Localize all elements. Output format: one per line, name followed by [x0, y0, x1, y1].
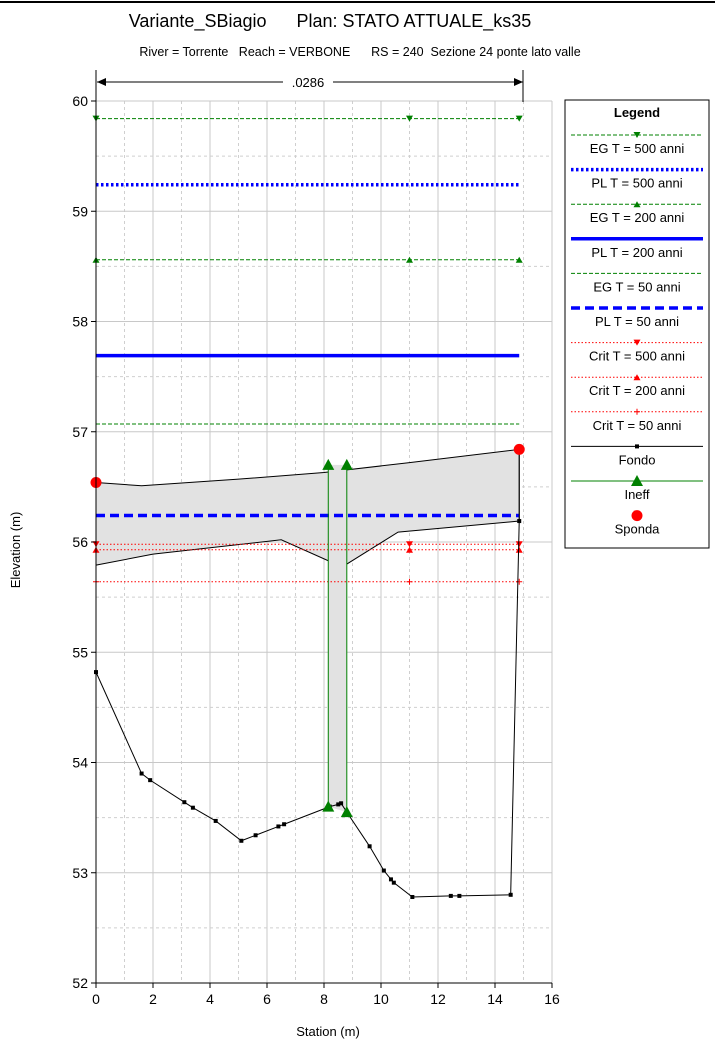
pier-fill [328, 464, 347, 813]
series-ineff-marker [340, 806, 353, 818]
legend-label-pl-t-200-anni: PL T = 200 anni [591, 245, 682, 260]
x-tick-label: 6 [263, 991, 271, 1007]
deck-layer [95, 448, 520, 813]
legend-marker-sponda [631, 510, 643, 522]
series-layer [90, 115, 525, 900]
manning-label-bg [283, 74, 333, 90]
legend-label-eg-t-50-anni: EG T = 50 anni [593, 279, 680, 294]
x-tick-label: 14 [487, 991, 503, 1007]
series-ineff-marker [322, 458, 335, 470]
x-tick-label: 12 [430, 991, 446, 1007]
series-crit-t-500-anni-point [515, 541, 523, 548]
y-tick-label: 59 [72, 203, 88, 219]
legend-marker-eg-t-200-anni [633, 201, 641, 208]
y-tick-label: 57 [72, 424, 88, 440]
legend-marker-ineff [631, 475, 643, 486]
legend-marker-crit-t-200-anni [633, 374, 641, 381]
series-crit-t-500-anni-point [406, 541, 413, 548]
series-fondo-point [457, 893, 462, 898]
series-crit-t-200-anni-point [515, 546, 523, 553]
series-eg-t-500-anni-point [515, 115, 523, 122]
legend-label-sponda: Sponda [615, 522, 661, 537]
legend-label-crit-t-500-anni: Crit T = 500 anni [589, 349, 685, 364]
y-tick-label: 60 [72, 93, 88, 109]
series-ineff-marker [340, 458, 353, 470]
legend-marker-crit-t-500-anni [633, 339, 641, 346]
series-fondo-point [139, 771, 144, 776]
series-fondo-point [282, 822, 287, 827]
legend-marker-eg-t-500-anni [633, 132, 641, 138]
legend-label-eg-t-200-anni: EG T = 200 anni [590, 210, 685, 225]
x-tick-label: 16 [544, 991, 560, 1007]
legend: Legend EG T = 500 anni PL T = 500 anni EG … [564, 99, 710, 549]
series-fondo-point [517, 519, 522, 524]
series-fondo-point [336, 802, 341, 807]
x-tick-label: 8 [320, 991, 328, 1007]
legend-label-fondo: Fondo [619, 452, 656, 467]
legend-title: Legend [614, 105, 660, 120]
x-tick-label: 2 [149, 991, 157, 1007]
series-fondo-point [182, 800, 187, 805]
legend-box [564, 99, 710, 549]
chart-title: Variante_SBiagio Plan: STATO ATTUALE_ks3… [129, 11, 532, 32]
legend-marker-fondo [635, 444, 639, 449]
legend-label-eg-t-500-anni: EG T = 500 anni [590, 141, 685, 156]
bridge-deck [95, 448, 520, 566]
y-tick-label: 54 [72, 755, 88, 771]
manning-label: .0286 [292, 75, 325, 90]
x-axis-label: Station (m) [296, 1024, 360, 1039]
series-fondo-point [276, 824, 281, 829]
x-tick-label: 0 [92, 991, 100, 1007]
axes-layer: 0 2 4 6 8 10 12 14 16 52 53 54 55 56 57 58 59 60 [72, 93, 560, 1007]
series-eg-t-200-anni-point [406, 256, 413, 263]
series-fondo-point [410, 895, 415, 900]
legend-label-pl-t-50-anni: PL T = 50 anni [595, 314, 679, 329]
series-crit-t-50-anni-point [406, 578, 413, 585]
series-fondo-point [339, 801, 344, 806]
manning-arrow-right [514, 78, 523, 86]
y-tick-label: 53 [72, 865, 88, 881]
x-tick-label: 10 [373, 991, 389, 1007]
series-fondo-point [253, 833, 258, 838]
series-fondo-point [367, 844, 372, 849]
series-crit-t-200-anni-point [406, 546, 413, 553]
y-tick-label: 56 [72, 534, 88, 550]
y-tick-label: 55 [72, 644, 88, 660]
series-fondo-point [388, 877, 393, 882]
series-fondo-point [190, 805, 195, 810]
x-tick-label: 4 [206, 991, 214, 1007]
series-fondo-point [381, 868, 386, 873]
y-tick-label: 58 [72, 314, 88, 330]
manning-arrow-left [97, 78, 106, 86]
legend-label-crit-t-200-anni: Crit T = 200 anni [589, 383, 685, 398]
series-fondo-point [239, 838, 244, 843]
legend-label-pl-t-500-anni: PL T = 500 anni [591, 176, 682, 191]
series-crit-t-50-anni-point [516, 578, 523, 585]
series-ineff-marker [322, 800, 335, 812]
series-fondo-point [148, 778, 153, 783]
y-tick-label: 52 [72, 975, 88, 991]
series-sponda-point [513, 443, 525, 455]
chart-subtitle: River = Torrente Reach = VERBONE RS = 24… [139, 45, 580, 59]
y-axis-label: Elevation (m) [8, 512, 23, 589]
manning-annotation: .0286 [95, 70, 524, 102]
series-fondo-point [391, 880, 396, 885]
legend-label-crit-t-50-anni: Crit T = 50 anni [593, 418, 682, 433]
series-fondo-point [448, 893, 453, 898]
series-fondo-point [213, 818, 218, 823]
series-eg-t-500-anni-point [406, 115, 413, 122]
legend-label-ineff: Ineff [624, 487, 649, 502]
series-eg-t-200-anni-point [515, 256, 523, 263]
legend-marker-crit-t-50-anni [634, 408, 640, 415]
series-fondo-point [508, 892, 513, 897]
